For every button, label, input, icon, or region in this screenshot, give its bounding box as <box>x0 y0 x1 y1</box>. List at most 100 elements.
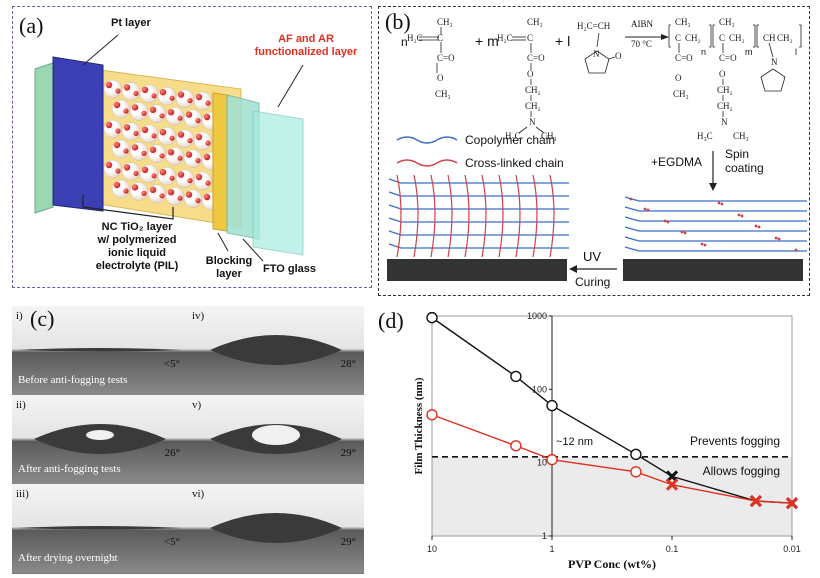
anchor-group <box>141 190 147 196</box>
fto-glass-label: FTO glass <box>263 263 316 275</box>
anchor-group <box>167 189 175 196</box>
copolymer-chain <box>624 226 807 232</box>
crosslinker-dot <box>794 248 798 252</box>
anchor-group <box>151 133 157 139</box>
data-point <box>510 440 522 452</box>
anchor-group <box>203 153 211 161</box>
svg-text:C=O: C=O <box>675 53 693 63</box>
svg-text:O: O <box>527 69 534 79</box>
nc-tio2-line1: NC TiO₂ layer <box>101 221 173 233</box>
crosslinker-dot <box>717 201 721 205</box>
nc-tio2-line3: ionic liquid <box>107 247 167 259</box>
copolymer-chain <box>388 230 569 236</box>
anchor-group <box>159 169 167 176</box>
svg-text:CH₂: CH₂ <box>717 101 733 111</box>
anchor-group <box>169 95 175 101</box>
y-tick-label: 10 <box>537 458 547 468</box>
panel-d-label: (d) <box>378 308 404 333</box>
copolymer-legend: Copolymer chain <box>465 133 556 147</box>
panel-d: 10 1 0.1 0.01 1 10 100 1000 ~12 nm Prevents foggi… <box>372 306 812 574</box>
svg-text:CH₃: CH₃ <box>733 131 749 141</box>
prevents-fogging-label: Prevents fogging <box>690 434 780 448</box>
anchor-group <box>131 184 139 191</box>
copolymer-chain <box>624 206 807 212</box>
anchor-group <box>195 93 203 101</box>
crosslinker-dot <box>740 214 744 218</box>
anchor-group <box>169 175 175 181</box>
data-point <box>785 497 799 510</box>
water-droplet <box>18 348 182 352</box>
anchor-group <box>141 150 147 156</box>
droplet-highlight <box>252 425 300 445</box>
af-ar-label: AF and AR functionalized layer <box>243 33 369 59</box>
anchor-group <box>113 101 121 109</box>
svg-text:CH₃: CH₃ <box>673 89 689 99</box>
svg-text:H₂C: H₂C <box>497 33 513 43</box>
contact-angle-value: 29° <box>340 536 356 548</box>
copolymer-chain <box>388 243 569 249</box>
anchor-group <box>149 106 157 114</box>
crosslinker-dot <box>777 237 781 241</box>
svg-text:CH₃: CH₃ <box>435 89 451 99</box>
crosslinker-dot <box>720 202 724 206</box>
anchor-group <box>185 111 193 118</box>
anchor-group <box>131 104 139 111</box>
blocking-line2: layer <box>216 268 242 280</box>
panel-c-label: (c) <box>30 306 55 331</box>
anchor-group <box>177 115 183 121</box>
panel-a: (a) Pt layer AF and AR functionalized la… <box>12 6 372 288</box>
copolymer-chain <box>624 246 807 252</box>
svg-text:CH₃: CH₃ <box>675 17 691 27</box>
anchor-group <box>159 129 167 136</box>
anchor-group <box>195 158 201 164</box>
anchor-group <box>159 89 167 96</box>
svg-text:N: N <box>593 49 600 59</box>
svg-text:O: O <box>719 69 726 79</box>
svg-text:CH₃: CH₃ <box>437 17 453 27</box>
x-tick-label: 1 <box>549 544 554 554</box>
svg-text:O: O <box>437 73 444 83</box>
svg-text:CH₃: CH₃ <box>527 17 543 27</box>
contact-angle-value: <5° <box>163 536 180 548</box>
crosslinker-dot <box>629 197 633 201</box>
anchor-group <box>205 140 211 146</box>
svg-text:CH₂: CH₂ <box>525 85 541 95</box>
allows-fogging-label: Allows fogging <box>703 464 780 478</box>
contact-angle-image: i) <5° Before anti-fogging tests <box>12 306 188 395</box>
uncured-film <box>624 196 807 252</box>
svg-text:C: C <box>437 33 443 43</box>
panel-b: H₂C CH₃ C C=O O CH₃ H₂C CH₃ C C=O O CH₂ CH₂ N H₃C… <box>378 6 810 296</box>
svg-text:H₃C: H₃C <box>505 131 521 141</box>
monomer-mma <box>419 27 442 73</box>
contact-angle-value: 26° <box>164 447 180 459</box>
crosslink-chain <box>396 174 402 258</box>
water-droplet <box>210 513 342 543</box>
nc-tio2-label: NC TiO₂ layer w/ polymerized ionic liqui… <box>77 221 197 273</box>
data-point <box>749 494 762 508</box>
svg-text:CH₂: CH₂ <box>717 85 733 95</box>
copolymer-chain <box>388 204 569 210</box>
anchor-group <box>205 180 211 186</box>
condition-caption: Before anti-fogging tests <box>18 374 128 386</box>
water-droplet <box>18 526 182 530</box>
anchor-group <box>115 168 121 174</box>
anchor-group <box>185 151 193 158</box>
contact-angle-image: iv) 28° <box>188 306 364 395</box>
panel-a-label: (a) <box>19 13 44 38</box>
threshold-label: ~12 nm <box>556 436 593 448</box>
subpanel-label: iv) <box>192 310 205 322</box>
anchor-group <box>169 135 175 141</box>
crosslinker-dot <box>737 213 741 217</box>
anchor-group <box>131 144 139 151</box>
condition-caption: After anti-fogging tests <box>18 463 121 475</box>
anchor-group <box>141 166 149 173</box>
anchor-group <box>195 173 203 181</box>
svg-text:C: C <box>527 33 533 43</box>
anchor-group <box>167 149 175 156</box>
svg-text:CH₂: CH₂ <box>729 33 745 43</box>
anchor-group <box>149 186 157 193</box>
svg-text:H₂C=CH: H₂C=CH <box>577 21 611 31</box>
data-point <box>546 399 558 412</box>
spin-line1: Spin <box>725 147 750 161</box>
